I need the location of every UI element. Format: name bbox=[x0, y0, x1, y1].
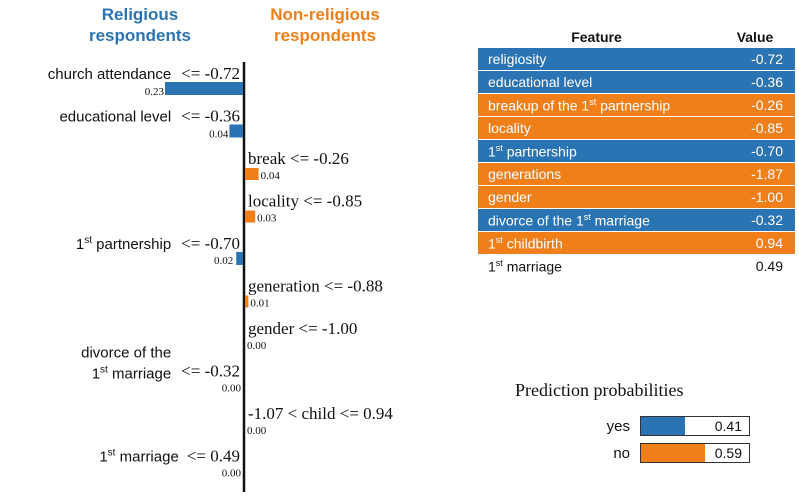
feature-label: church attendance bbox=[48, 66, 171, 83]
feature-condition: -1.07 < child <= 0.94 bbox=[248, 404, 393, 423]
table-cell-value: -1.87 bbox=[751, 166, 783, 182]
table-cell-feature: gender bbox=[488, 189, 532, 205]
bar-value-label: 0.00 bbox=[222, 383, 242, 395]
feature-condition: <= -0.72 bbox=[181, 64, 240, 83]
probability-bar-fill bbox=[641, 444, 705, 462]
table-row: gender -1.00 bbox=[478, 185, 795, 208]
table-cell-feature: 1st childbirth bbox=[488, 234, 563, 252]
table-cell-feature: educational level bbox=[488, 74, 593, 90]
feature-condition: locality <= -0.85 bbox=[248, 192, 362, 211]
table-cell-value: -0.70 bbox=[751, 143, 783, 159]
bar-value-label: 0.00 bbox=[222, 468, 242, 480]
feature-label: educational level bbox=[59, 109, 171, 126]
table-row: breakup of the 1st partnership -0.26 bbox=[478, 93, 795, 116]
bar-value-label: 0.04 bbox=[261, 170, 281, 182]
bar-nonreligious bbox=[245, 210, 256, 223]
table-header-row: Feature Value bbox=[478, 26, 795, 48]
feature-label: 1st partnership bbox=[76, 235, 171, 253]
table-cell-feature: religiosity bbox=[488, 51, 547, 67]
lime-explanation-chart: <= -0.72 church attendance 0.23 <= -0.36 edu… bbox=[48, 62, 393, 492]
bar-value-label: 0.23 bbox=[145, 86, 165, 98]
feature-condition: generation <= -0.88 bbox=[248, 277, 383, 296]
table-cell-value: -0.85 bbox=[751, 120, 783, 136]
table-row: 1st partnership -0.70 bbox=[478, 139, 795, 162]
bar-nonreligious bbox=[245, 295, 249, 308]
feature-condition: <= -0.36 bbox=[181, 107, 240, 126]
table-cell-feature: locality bbox=[488, 120, 531, 136]
feature-label: 1st marriage bbox=[99, 448, 178, 466]
table-row: religiosity -0.72 bbox=[478, 48, 795, 70]
probability-row-no: no 0.59 bbox=[560, 442, 750, 464]
feature-condition: <= -0.70 bbox=[181, 234, 240, 253]
header-nonreligious: Non-religious respondents bbox=[270, 5, 380, 45]
feature-condition: gender <= -1.00 bbox=[248, 319, 357, 338]
bar-religious bbox=[165, 82, 243, 95]
feature-label-line1: divorce of the bbox=[81, 345, 171, 362]
probability-bar-fill bbox=[641, 417, 686, 435]
table-cell-feature: divorce of the 1st marriage bbox=[488, 211, 650, 229]
table-cell-value: -0.72 bbox=[751, 51, 783, 67]
table-row: 1st marriage 0.49 bbox=[478, 254, 795, 277]
table-cell-feature: 1st marriage bbox=[488, 257, 562, 275]
table-cell-feature: 1st partnership bbox=[488, 142, 577, 160]
feature-condition: break <= -0.26 bbox=[248, 149, 349, 168]
table-row: generations -1.87 bbox=[478, 162, 795, 185]
table-cell-value: -0.26 bbox=[751, 97, 783, 113]
table-cell-value: 0.94 bbox=[755, 235, 783, 251]
bar-nonreligious bbox=[245, 168, 259, 180]
probability-value: 0.41 bbox=[711, 418, 745, 434]
bar-religious bbox=[229, 124, 243, 138]
table-header-value: Value bbox=[736, 29, 774, 45]
table-row: educational level -0.36 bbox=[478, 70, 795, 93]
probability-bar-frame: 0.41 bbox=[640, 416, 750, 436]
feature-condition: <= 0.49 bbox=[187, 447, 240, 466]
bar-religious bbox=[236, 252, 243, 265]
probability-label: no bbox=[613, 444, 630, 462]
bar-value-label: 0.00 bbox=[247, 340, 267, 352]
prediction-probabilities-title: Prediction probabilities bbox=[515, 380, 684, 400]
probability-bar-frame: 0.59 bbox=[640, 443, 750, 463]
table-cell-value: -0.36 bbox=[751, 74, 783, 90]
table-row: locality -0.85 bbox=[478, 116, 795, 139]
feature-value-table: Feature Value religiosity -0.72 educationa… bbox=[478, 26, 795, 277]
table-cell-value: 0.49 bbox=[755, 258, 783, 274]
table-body: religiosity -0.72 educational level -0.36 br… bbox=[478, 48, 795, 277]
probability-value: 0.59 bbox=[711, 445, 745, 461]
table-cell-value: -0.32 bbox=[751, 212, 783, 228]
table-header-feature: Feature bbox=[571, 29, 622, 45]
feature-condition: <= -0.32 bbox=[181, 362, 240, 381]
header-religious: Religious respondents bbox=[88, 5, 192, 45]
bar-value-label: 0.03 bbox=[257, 213, 277, 225]
table-cell-value: -1.00 bbox=[751, 189, 783, 205]
probability-label: yes bbox=[606, 417, 630, 435]
feature-label: 1st marriage bbox=[92, 365, 171, 383]
table-row: 1st childbirth 0.94 bbox=[478, 231, 795, 254]
probability-row-yes: yes 0.41 bbox=[560, 415, 750, 437]
bar-value-label: 0.01 bbox=[250, 298, 269, 310]
bar-value-label: 0.00 bbox=[247, 425, 267, 437]
bar-value-label: 0.04 bbox=[209, 129, 229, 141]
bar-value-label: 0.02 bbox=[214, 255, 233, 267]
table-cell-feature: generations bbox=[488, 166, 562, 182]
table-row: divorce of the 1st marriage -0.32 bbox=[478, 208, 795, 231]
table-cell-feature: breakup of the 1st partnership bbox=[488, 96, 671, 114]
